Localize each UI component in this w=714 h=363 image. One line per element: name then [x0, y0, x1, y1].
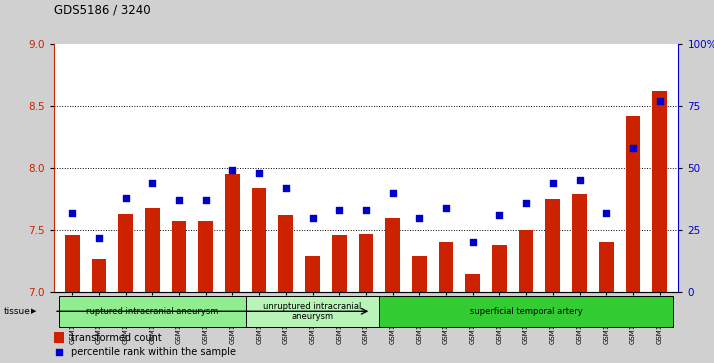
Point: [467, 240, 478, 245]
Point: [200, 197, 211, 203]
Bar: [225, 174, 240, 292]
Text: ruptured intracranial aneurysm: ruptured intracranial aneurysm: [86, 307, 218, 316]
Bar: [305, 256, 320, 292]
Bar: [65, 235, 79, 292]
Point: [413, 215, 425, 220]
Bar: [466, 274, 480, 292]
Bar: [119, 214, 133, 292]
Bar: [545, 199, 560, 292]
Text: transformed count: transformed count: [71, 333, 162, 343]
Bar: [599, 242, 613, 292]
Text: unruptured intracranial
aneurysm: unruptured intracranial aneurysm: [263, 302, 362, 321]
Point: [600, 210, 612, 216]
Bar: [358, 234, 373, 292]
Point: [280, 185, 291, 191]
Text: GDS5186 / 3240: GDS5186 / 3240: [54, 4, 150, 17]
Bar: [198, 221, 213, 292]
Point: [574, 178, 585, 183]
Text: superficial temporal artery: superficial temporal artery: [470, 307, 583, 316]
Point: [441, 205, 452, 211]
Point: [253, 170, 265, 176]
Bar: [332, 235, 346, 292]
Point: [227, 167, 238, 173]
Bar: [625, 116, 640, 292]
Point: [146, 180, 158, 186]
Bar: [59, 296, 246, 327]
Point: [387, 190, 398, 196]
Point: [120, 195, 131, 201]
Bar: [252, 188, 266, 292]
Point: [333, 207, 345, 213]
Point: [547, 180, 558, 186]
Bar: [438, 242, 453, 292]
Point: [174, 197, 185, 203]
Bar: [379, 296, 673, 327]
Bar: [572, 194, 587, 292]
Bar: [91, 259, 106, 292]
Bar: [412, 256, 427, 292]
Bar: [653, 91, 667, 292]
Bar: [171, 221, 186, 292]
Point: [361, 207, 372, 213]
Point: [94, 234, 105, 240]
Bar: [145, 208, 160, 292]
Bar: [492, 245, 507, 292]
Point: [66, 210, 78, 216]
Point: [307, 215, 318, 220]
Text: ▶: ▶: [31, 308, 36, 314]
Text: percentile rank within the sample: percentile rank within the sample: [71, 347, 236, 357]
Bar: [519, 230, 533, 292]
Point: [493, 212, 505, 218]
Point: [275, 276, 286, 282]
Point: [521, 200, 532, 205]
Point: [627, 145, 638, 151]
Bar: [278, 215, 293, 292]
Text: tissue: tissue: [4, 307, 31, 316]
Bar: [386, 218, 400, 292]
Bar: [54, 332, 64, 343]
Bar: [246, 296, 379, 327]
Point: [654, 98, 665, 104]
